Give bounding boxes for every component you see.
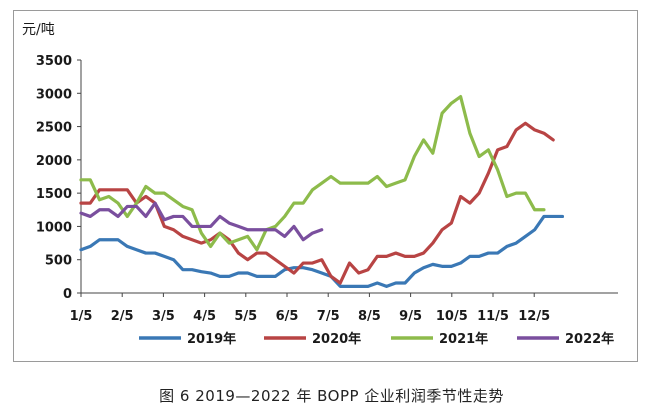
y-tick-label: 2500 [36, 121, 72, 136]
y-tick-label: 1500 [36, 187, 72, 202]
y-axis-unit-label: 元/吨 [22, 22, 55, 38]
series-line-2019年 [79, 214, 565, 288]
x-tick-label: 10/5 [436, 309, 468, 324]
y-tick-label: 2000 [36, 154, 72, 169]
x-tick-label: 2/5 [111, 309, 134, 324]
x-tick-label: 11/5 [477, 309, 509, 324]
y-tick-label: 3000 [36, 87, 72, 102]
x-tick-label: 4/5 [193, 309, 216, 324]
x-tick-label: 12/5 [518, 309, 550, 324]
y-tick-label: 0 [63, 287, 72, 302]
series-line-2022年 [79, 201, 324, 242]
line-chart: 元/吨 0 500 1000 1500 2000 2500 3000 3500 1/5 2/5 3… [13, 10, 638, 362]
series-line-2020年 [79, 121, 555, 285]
series-line-2021年 [79, 95, 546, 252]
legend: 2019年 2020年 2021年 2022年 [139, 331, 614, 347]
figure-caption: 图 6 2019—2022 年 BOPP 企业利润季节性走势 [159, 387, 504, 405]
x-tick-label: 6/5 [276, 309, 299, 324]
chart-frame: 元/吨 0 500 1000 1500 2000 2500 3000 3500 1/5 2/5 3… [13, 10, 638, 362]
axes [80, 60, 618, 294]
legend-label: 2021年 [439, 331, 488, 347]
y-axis-ticks: 0 500 1000 1500 2000 2500 3000 3500 [36, 54, 81, 302]
x-tick-label: 9/5 [399, 309, 422, 324]
x-tick-label: 5/5 [234, 309, 257, 324]
chart-border [13, 10, 638, 362]
x-tick-label: 8/5 [358, 309, 381, 324]
y-tick-label: 3500 [36, 54, 72, 69]
x-tick-label: 7/5 [317, 309, 340, 324]
legend-label: 2022年 [565, 331, 614, 347]
x-tick-label: 3/5 [152, 309, 175, 324]
y-tick-label: 500 [45, 254, 72, 269]
y-tick-label: 1000 [36, 220, 72, 235]
x-tick-label: 1/5 [70, 309, 93, 324]
legend-label: 2020年 [312, 331, 361, 347]
x-axis-ticks: 1/5 2/5 3/5 4/5 5/5 6/5 7/5 8/5 9/5 10/5 11/5 12/5 [70, 293, 550, 324]
series-lines [79, 95, 565, 288]
legend-label: 2019年 [187, 331, 236, 347]
